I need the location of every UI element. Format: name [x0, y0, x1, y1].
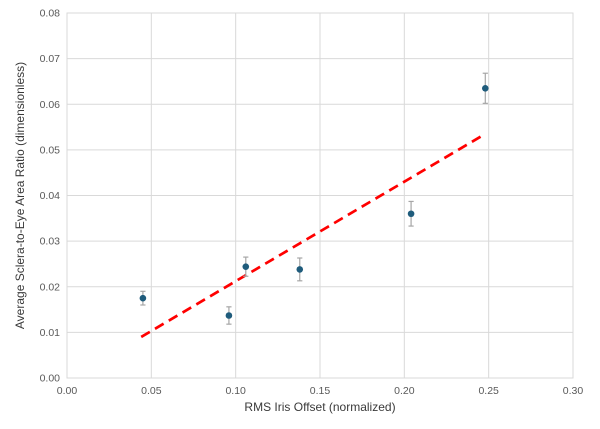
data-point-marker [407, 210, 415, 218]
x-axis-title: RMS Iris Offset (normalized) [244, 400, 395, 414]
trendline-dashed [140, 132, 486, 339]
y-tick-label: 0.08 [40, 8, 61, 20]
y-axis-title: Average Sclera-to-Eye Area Ratio (dimens… [13, 62, 27, 329]
axis-tick-labels: 0.00 0.01 0.02 0.03 0.04 0.05 0.06 0.07 0.08 0.00… [40, 8, 584, 398]
data-point-group [296, 257, 304, 282]
gridlines [66, 12, 574, 379]
y-tick-label: 0.02 [40, 281, 61, 293]
data-point-marker [296, 266, 304, 273]
y-tick-label: 0.04 [40, 190, 61, 202]
data-point-marker [139, 294, 147, 302]
data-point-marker [242, 263, 250, 270]
x-tick-label: 0.30 [563, 385, 584, 397]
y-tick-label: 0.00 [40, 373, 61, 385]
y-tick-label: 0.05 [40, 144, 61, 156]
x-tick-label: 0.20 [394, 385, 415, 397]
data-point-group [407, 200, 415, 227]
data-point-marker [225, 312, 233, 319]
plot-border [66, 12, 574, 379]
data-point-group [242, 256, 250, 277]
data-series [139, 72, 489, 339]
y-tick-label: 0.03 [40, 236, 61, 248]
y-tick-label: 0.01 [40, 327, 61, 339]
data-point-group [225, 306, 233, 325]
data-point-marker [481, 84, 489, 92]
x-tick-label: 0.15 [310, 385, 331, 397]
x-tick-label: 0.05 [141, 385, 162, 397]
x-tick-label: 0.00 [57, 385, 78, 397]
x-tick-label: 0.25 [478, 385, 499, 397]
y-tick-label: 0.07 [40, 53, 61, 65]
x-tick-label: 0.10 [225, 385, 246, 397]
data-point-group [139, 290, 147, 306]
y-tick-label: 0.06 [40, 99, 61, 111]
data-point-group [481, 72, 489, 104]
